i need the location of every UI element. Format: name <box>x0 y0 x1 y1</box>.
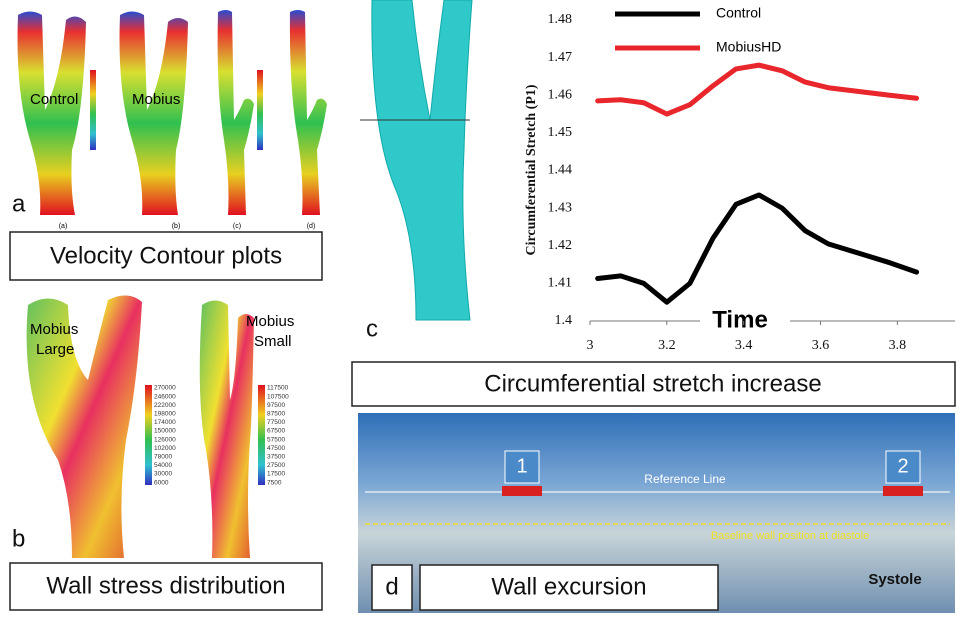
marker-band <box>502 486 542 496</box>
sub-label: (b) <box>172 223 181 230</box>
colorbar-label: 117500 <box>267 385 289 392</box>
x-tick-label: 3.4 <box>735 338 753 353</box>
y-tick-label: 1.45 <box>548 125 573 140</box>
panel-label: b <box>12 525 25 552</box>
colorbar-label: 27500 <box>267 462 285 469</box>
x-tick-label: 3.8 <box>889 338 907 353</box>
colorbar-label: 67500 <box>267 428 285 435</box>
colorbar-label: 77500 <box>267 419 285 426</box>
map-label: Mobius <box>30 321 78 338</box>
y-tick-label: 1.41 <box>548 276 573 291</box>
x-tick-label: 3.2 <box>658 338 676 353</box>
velocity-contours <box>18 10 328 215</box>
y-tick-label: 1.48 <box>548 12 573 27</box>
y-axis-label: Circumferential Stretch (P1) <box>524 84 539 255</box>
colorbar-label: 102000 <box>154 445 176 452</box>
baseline-label: Baseline wall position at diastole <box>711 530 869 542</box>
bifurcation-model <box>372 0 472 320</box>
sub-label: (c) <box>233 223 241 230</box>
figure: Velocity Contour plots Wall stress distr… <box>0 0 959 618</box>
y-tick-label: 1.42 <box>548 238 573 253</box>
map-label: Large <box>36 341 74 358</box>
colorbar-label: 54000 <box>154 462 172 469</box>
contour-label: Control <box>30 91 78 108</box>
colorbar-label: 174000 <box>154 419 176 426</box>
series-line <box>598 65 917 114</box>
caption: Wall excursion <box>491 573 646 600</box>
x-tick-label: 3 <box>587 338 594 353</box>
y-tick-label: 1.44 <box>548 163 573 178</box>
y-tick-label: 1.47 <box>548 50 573 65</box>
panel-label: d <box>385 573 398 600</box>
colorbar-label: 78000 <box>154 454 172 461</box>
sub-label: (d) <box>307 223 316 230</box>
colorbar-label: 246000 <box>154 393 176 400</box>
y-tick-label: 1.43 <box>548 200 573 215</box>
x-tick-label: 3.6 <box>812 338 830 353</box>
colorbar-label: 57500 <box>267 436 285 443</box>
map-label: Small <box>254 333 292 350</box>
marker-label: 2 <box>897 455 908 477</box>
marker-band <box>883 486 923 496</box>
contour-label: Mobius <box>132 91 180 108</box>
colorbar-label: 107500 <box>267 393 289 400</box>
marker-label: 1 <box>516 455 527 477</box>
colorbar-label: 150000 <box>154 428 176 435</box>
colorbar-label: 97500 <box>267 402 285 409</box>
series-line <box>598 195 917 302</box>
reference-label: Reference Line <box>644 472 726 486</box>
colorbar-label: 17500 <box>267 471 285 478</box>
colorbar-label: 198000 <box>154 411 176 418</box>
colorbar-label: 222000 <box>154 402 176 409</box>
phase-label: Systole <box>868 571 921 588</box>
legend-label: MobiusHD <box>716 39 781 55</box>
colorbar-label: 87500 <box>267 411 285 418</box>
sub-label: (a) <box>59 223 68 230</box>
caption: Velocity Contour plots <box>50 242 282 269</box>
y-tick-label: 1.4 <box>555 313 573 328</box>
y-tick-label: 1.46 <box>548 87 573 102</box>
colorbar-label: 6000 <box>154 479 169 486</box>
x-axis-label: Time <box>712 306 768 333</box>
caption: Circumferential stretch increase <box>484 370 821 397</box>
colorbar-label: 37500 <box>267 454 285 461</box>
map-label: Mobius <box>246 313 294 330</box>
colorbar-label: 270000 <box>154 385 176 392</box>
legend-label: Control <box>716 5 761 21</box>
colorbar-label: 30000 <box>154 471 172 478</box>
caption: Wall stress distribution <box>46 572 285 599</box>
panel-label: c <box>366 315 378 342</box>
colorbar-label: 7500 <box>267 479 282 486</box>
colorbar-label: 126000 <box>154 436 176 443</box>
panel-label: a <box>12 190 26 217</box>
colorbar-label: 47500 <box>267 445 285 452</box>
